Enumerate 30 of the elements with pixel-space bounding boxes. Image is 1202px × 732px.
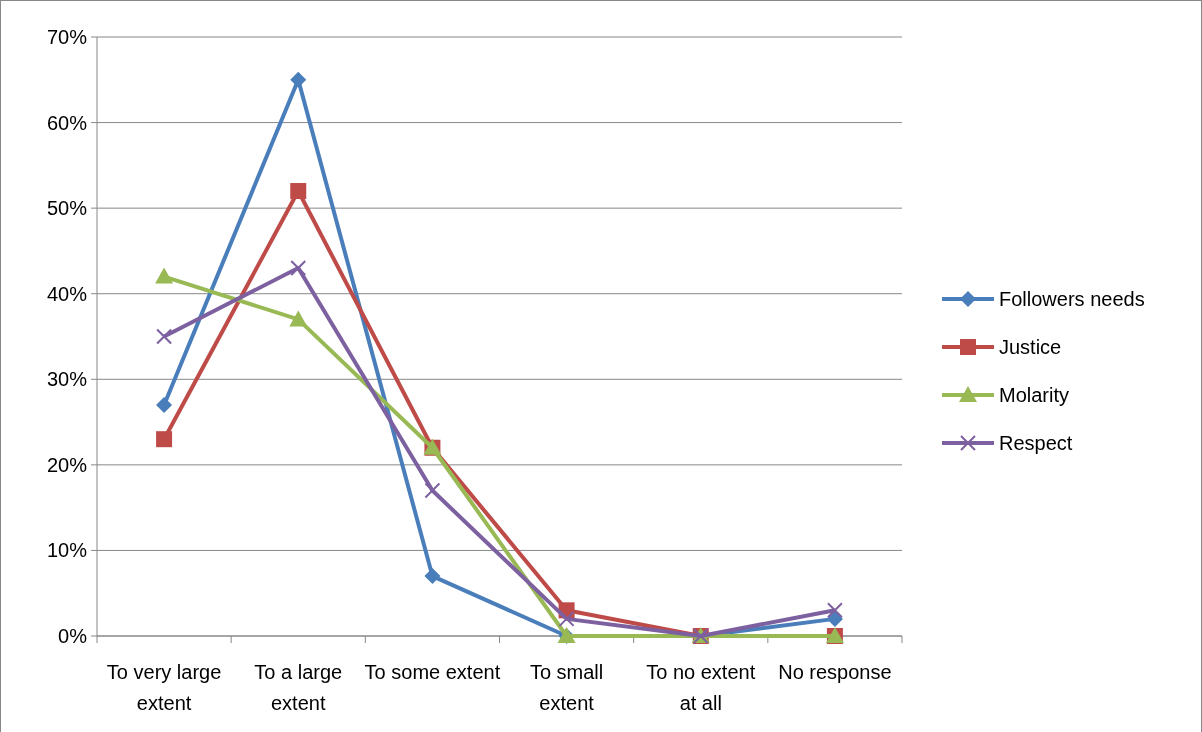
- x-tick-label: To a large extent: [254, 661, 343, 714]
- y-tick-label: 0%: [58, 625, 88, 647]
- point: [289, 310, 308, 327]
- y-tick-label: 60%: [46, 111, 88, 134]
- x-tick-label: To no extent at all: [646, 661, 756, 714]
- y-tick-label: 10%: [46, 539, 88, 562]
- y-tick-label: 30%: [46, 368, 88, 391]
- y-tick-label: 40%: [46, 282, 88, 305]
- legend-label: Justice: [999, 336, 1062, 358]
- legend-label: Respect: [999, 432, 1073, 454]
- legend-label: Followers needs: [999, 288, 1145, 310]
- legend-label: Molarity: [999, 384, 1070, 406]
- point: [290, 260, 307, 277]
- point: [156, 396, 173, 413]
- point: [156, 328, 173, 345]
- point: [155, 267, 174, 284]
- y-tick-label: 70%: [46, 26, 88, 48]
- y-tick-label: 50%: [46, 197, 88, 220]
- point: [558, 610, 575, 627]
- point: [156, 431, 173, 448]
- point: [826, 602, 843, 619]
- x-tick-label: No response: [778, 661, 892, 683]
- x-tick-label: To small extent: [529, 661, 604, 714]
- point: [424, 568, 441, 585]
- point: [290, 183, 307, 200]
- x-tick-label: To some extent: [364, 661, 501, 683]
- y-tick-label: 20%: [46, 453, 88, 476]
- point: [424, 482, 441, 499]
- point: [290, 71, 307, 88]
- x-tick-label: To very large extent: [106, 661, 222, 714]
